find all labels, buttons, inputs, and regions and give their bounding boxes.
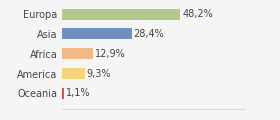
Text: 9,3%: 9,3% — [87, 69, 111, 79]
Text: 12,9%: 12,9% — [95, 49, 126, 59]
Bar — [62, 9, 180, 20]
Bar — [62, 68, 85, 79]
Text: 1,1%: 1,1% — [66, 88, 91, 99]
Text: 48,2%: 48,2% — [182, 9, 213, 19]
Bar — [62, 48, 94, 59]
Text: 28,4%: 28,4% — [134, 29, 164, 39]
Bar — [62, 28, 132, 39]
Bar — [62, 88, 64, 99]
